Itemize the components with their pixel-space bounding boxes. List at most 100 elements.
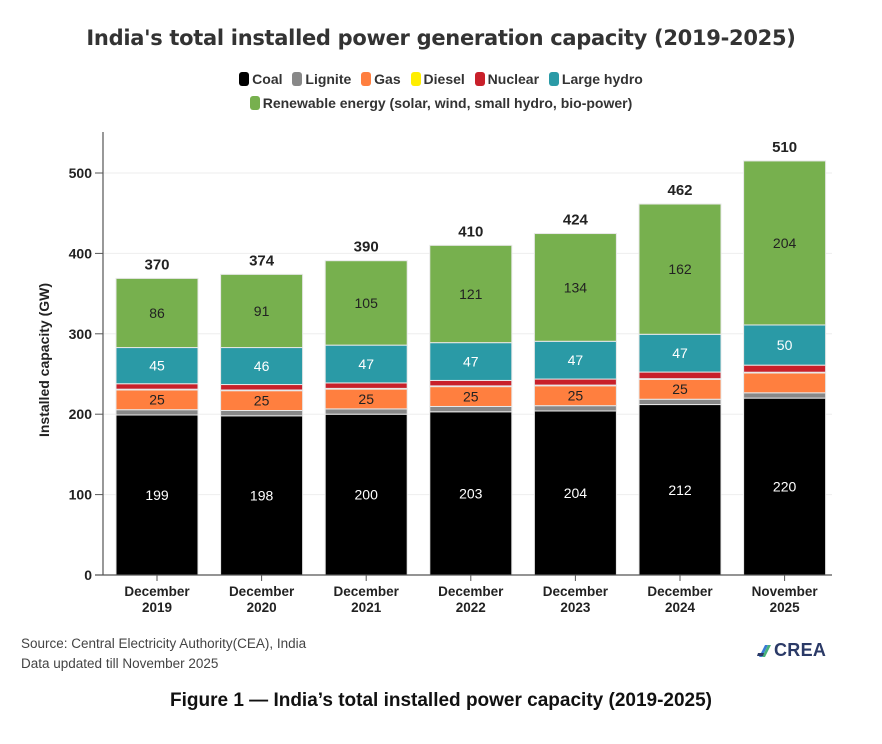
bar-segment-nuclear (533, 378, 617, 386)
bar-group: 203 25 47 121 410 (429, 223, 513, 576)
segment-value-label: 47 (568, 352, 584, 368)
x-tick-label: December (124, 584, 190, 599)
bar-segment-renewable (638, 203, 722, 335)
legend: Coal Lignite Gas Diesel Nuclear Large hy… (0, 68, 882, 116)
axes: 0100200300400500December2019December2020… (69, 132, 832, 615)
segment-value-label: 162 (668, 261, 692, 277)
bar-segment-nuclear (429, 379, 513, 387)
bar-segment-nuclear (638, 371, 722, 380)
bar-segment-renewable (429, 244, 513, 344)
segment-value-label: 134 (564, 279, 588, 295)
legend-label-large-hydro: Large hydro (561, 71, 643, 87)
x-tick-label: December (647, 584, 713, 599)
y-tick-label: 100 (69, 487, 93, 503)
bar-segment-large-hydro (429, 342, 513, 381)
x-tick-label: 2019 (142, 600, 172, 615)
y-axis-label: Installed capacity (GW) (36, 283, 52, 437)
y-tick-label: 300 (69, 326, 93, 342)
bar-segment-gas (743, 372, 827, 394)
segment-value-label: 50 (777, 337, 793, 353)
segment-value-label: 204 (564, 485, 588, 501)
x-tick-label: 2023 (560, 600, 591, 615)
bar-segment-lignite (533, 405, 617, 412)
legend-label-gas: Gas (374, 71, 401, 87)
bar-segment-coal (743, 397, 827, 576)
bar-segment-lignite (429, 405, 513, 413)
bar-segment-large-hydro (220, 347, 304, 386)
segment-value-label: 105 (355, 295, 379, 311)
segment-value-label: 25 (254, 392, 270, 408)
bar-segment-renewable (115, 277, 199, 349)
bar-segment-lignite (743, 392, 827, 399)
legend-swatch-nuclear (474, 72, 485, 86)
data-updated-line: Data updated till November 2025 (21, 656, 219, 671)
segment-value-label: 220 (773, 479, 797, 495)
chart-title: India's total installed power generation… (86, 26, 796, 50)
x-tick-label: 2020 (247, 600, 277, 615)
bar-group: 199 25 45 86 370 (115, 256, 199, 576)
figure-caption: Figure 1 — India’s total installed power… (169, 690, 713, 711)
segment-value-label: 47 (358, 356, 374, 372)
segment-value-label: 212 (668, 482, 692, 498)
segment-value-label: 47 (463, 354, 479, 370)
legend-item-large-hydro: Large hydro (548, 68, 643, 90)
bar-segment-coal (533, 410, 617, 576)
bar-segment-nuclear (324, 382, 408, 389)
segment-value-label: 199 (145, 487, 169, 503)
x-tick-label: December (543, 584, 609, 599)
legend-item-diesel: Diesel (410, 68, 465, 90)
legend-swatch-gas (361, 72, 372, 86)
bar-group: 204 25 47 134 424 (533, 212, 617, 576)
legend-item-coal: Coal (239, 68, 283, 90)
logo-text: CREA (774, 640, 827, 660)
bar-total-label: 370 (144, 256, 169, 273)
legend-row-2: Renewable energy (solar, wind, small hyd… (0, 92, 882, 116)
legend-row-1: Coal Lignite Gas Diesel Nuclear Large hy… (0, 68, 882, 92)
legend-swatch-coal (239, 72, 250, 86)
segment-value-label: 45 (149, 358, 165, 374)
bar-group: 198 25 46 91 374 (220, 252, 304, 576)
bar-total-label: 410 (458, 223, 483, 240)
legend-label-lignite: Lignite (305, 71, 352, 87)
segment-value-label: 91 (254, 303, 270, 319)
x-tick-label: 2021 (351, 600, 382, 615)
bar-segment-coal (324, 413, 408, 576)
legend-swatch-large-hydro (548, 72, 559, 86)
legend-item-nuclear: Nuclear (474, 68, 540, 90)
bar-segment-large-hydro (115, 347, 199, 385)
x-tick-label: 2025 (770, 600, 801, 615)
x-tick-label: November (752, 584, 819, 599)
x-tick-label: December (334, 584, 400, 599)
bar-segment-renewable (220, 273, 304, 349)
bar-segment-nuclear (220, 384, 304, 391)
bar-segment-lignite (324, 408, 408, 415)
source-line: Source: Central Electricity Authority(CE… (21, 636, 307, 651)
segment-value-label: 46 (254, 358, 270, 374)
segment-value-label: 25 (672, 381, 688, 397)
bar-total-label: 390 (354, 239, 379, 256)
bar-total-label: 510 (772, 139, 797, 156)
legend-swatch-diesel (410, 72, 421, 86)
bar-total-label: 374 (249, 252, 275, 269)
crea-leaf-icon (757, 644, 771, 657)
bar-segment-coal (638, 404, 722, 576)
legend-label-nuclear: Nuclear (487, 71, 540, 87)
segment-value-label: 47 (672, 345, 688, 361)
segment-value-label: 25 (463, 388, 479, 404)
segment-value-label: 86 (149, 305, 165, 321)
legend-item-gas: Gas (361, 68, 401, 90)
segment-value-label: 200 (355, 487, 379, 503)
bar-segment-renewable (324, 260, 408, 346)
bar-segment-coal (429, 411, 513, 576)
bars: 199 25 45 86 370 198 25 46 91 374 200 25 47 105 390 203… (115, 139, 827, 576)
bar-segment-nuclear (115, 383, 199, 390)
x-tick-label: December (438, 584, 504, 599)
bar-segment-nuclear (743, 364, 827, 373)
bar-segment-large-hydro (533, 340, 617, 380)
legend-swatch-renewable (249, 96, 260, 110)
y-tick-label: 500 (69, 165, 93, 181)
crea-logo: CREA (756, 640, 826, 661)
bar-segment-lignite (115, 409, 199, 416)
x-tick-label: 2022 (456, 600, 486, 615)
segment-value-label: 121 (459, 286, 483, 302)
